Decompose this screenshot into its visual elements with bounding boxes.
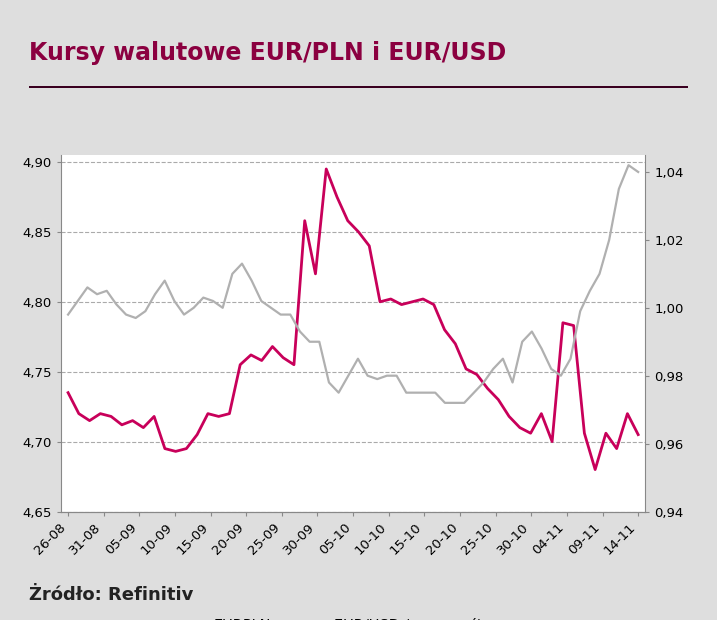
Text: Kursy walutowe EUR/PLN i EUR/USD: Kursy walutowe EUR/PLN i EUR/USD: [29, 41, 506, 65]
Legend: EURPLN, EUR/USD (prawa oś): EURPLN, EUR/USD (prawa oś): [160, 612, 488, 620]
Text: Żródło: Refinitiv: Żródło: Refinitiv: [29, 587, 193, 604]
